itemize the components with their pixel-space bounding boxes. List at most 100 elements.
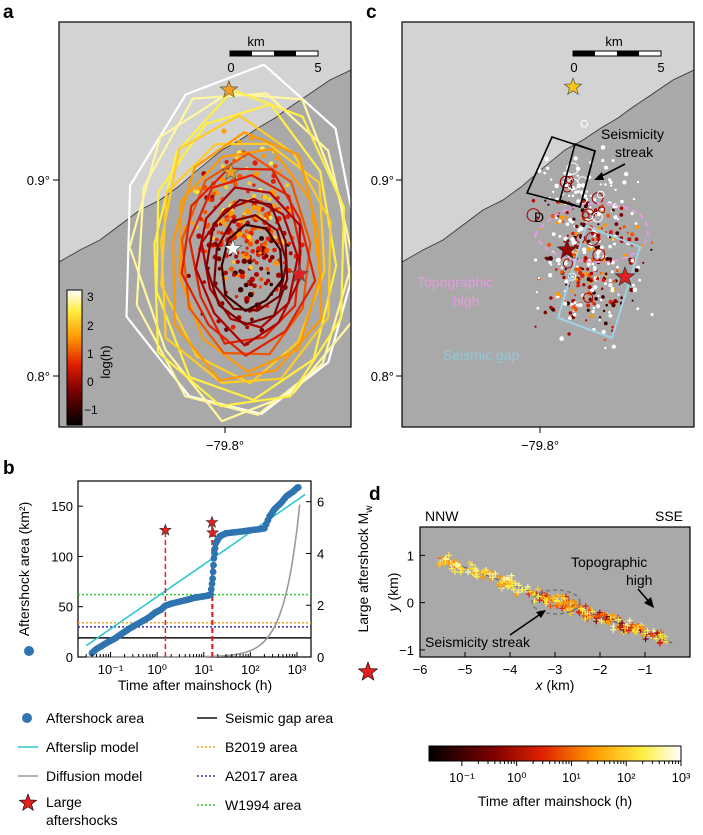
- aftershock-cross: [438, 554, 445, 561]
- aftershock-dot: [232, 260, 236, 264]
- aftershock-dot-c: [642, 261, 645, 264]
- aftershock-dot-c: [571, 194, 575, 198]
- aftershock-dot-c: [589, 224, 593, 228]
- aftershock-cross: [466, 565, 473, 572]
- aftershock-contour: [128, 92, 351, 423]
- aftershock-cross: [566, 604, 573, 611]
- seismic-gap-box: [556, 224, 642, 340]
- aftershock-dot-c: [580, 222, 583, 226]
- aftershock-dot-c: [551, 232, 556, 237]
- aftershock-dot-c: [544, 199, 547, 202]
- aftershock-dot-c: [543, 171, 546, 175]
- aftershock-dot-c: [562, 275, 566, 280]
- gap-label: Seismic gap: [443, 347, 519, 363]
- aftershock-dot-c: [590, 277, 593, 280]
- aftershock-dot-c: [574, 232, 578, 236]
- aftershock-dot-c: [578, 226, 584, 232]
- aftershock-dot-c: [630, 211, 634, 216]
- aftershock-dot-c: [573, 156, 578, 161]
- aftershock-dot-c: [594, 208, 598, 212]
- aftershock-contour: [180, 167, 317, 358]
- aftershock-dot-c: [579, 277, 582, 280]
- aftershock-dot-c: [586, 308, 590, 312]
- panel-c-map: 0.9° 0.8° −79.8° km 0 5 Seismicity strea…: [371, 21, 695, 453]
- cbar-a-tick-1: 2: [87, 319, 94, 333]
- aftershock-dot-c: [609, 259, 612, 263]
- aftershock-dot: [203, 210, 208, 215]
- aftershock-dot-c: [577, 284, 581, 287]
- aftershock-cross: [626, 617, 633, 624]
- xtick-label-c-0: −79.8°: [521, 438, 559, 453]
- magnitude-circle: [585, 231, 600, 246]
- aftershock-cross: [482, 569, 489, 576]
- xtick-label-d: −4: [503, 662, 518, 677]
- aftershock-dot: [256, 209, 261, 214]
- aftershock-dot: [243, 282, 249, 288]
- aftershock-dot: [196, 185, 201, 191]
- xlabel-d: x (km): [535, 677, 575, 693]
- ylabel-right-b: Large aftershock Mw: [355, 505, 375, 633]
- aftershock-dot-c: [571, 253, 576, 257]
- aftershock-dot-c: [600, 227, 603, 230]
- cbar-d-tick-label: 10⁻¹: [449, 770, 475, 785]
- large-aftershock-star: [205, 515, 219, 528]
- panel-label-b: b: [3, 458, 15, 479]
- aftershock-dot-c: [623, 253, 628, 257]
- aftershock-dot-c: [556, 257, 561, 263]
- aftershock-dot-c: [608, 278, 612, 283]
- area-point: [208, 580, 216, 588]
- scalebar-c: km 0 5: [570, 34, 664, 75]
- aftershock-dot: [278, 169, 283, 173]
- stars-c: [556, 77, 636, 286]
- aftershock-dot-c: [618, 227, 622, 230]
- aftershock-dot-c: [586, 246, 591, 252]
- aftershock-dot-c: [598, 258, 601, 261]
- aftershock-dot-c: [537, 276, 541, 280]
- aftershock-dot: [244, 299, 249, 304]
- aftershock-dot: [252, 160, 258, 166]
- aftershock-dot: [207, 222, 211, 227]
- aftershock-cross: [453, 562, 460, 569]
- aftershock-dot-c: [550, 213, 556, 219]
- aftershock-dot-c: [629, 287, 634, 293]
- aftershock-dot: [217, 266, 222, 271]
- magnitude-circle: [562, 258, 574, 269]
- magnitude-circle: [579, 197, 587, 205]
- aftershock-dot-c: [598, 316, 602, 319]
- aftershock-dot-c: [610, 270, 614, 274]
- aftershock-cross: [547, 603, 554, 610]
- aftershock-dot-c: [574, 294, 577, 297]
- aftershock-dot: [196, 233, 202, 239]
- aftershock-dot-c: [567, 194, 571, 197]
- aftershock-dot: [244, 239, 249, 244]
- aftershock-dot: [259, 277, 264, 282]
- aftershock-dot-c: [601, 329, 606, 334]
- aftershock-dot-c: [611, 159, 615, 163]
- aftershock-dot: [251, 204, 257, 211]
- scalebar-zero-a: 0: [227, 60, 234, 75]
- aftershock-dot-c: [630, 232, 635, 237]
- aftershock-dot: [270, 254, 275, 260]
- ytick-label-c-1: 0.8°: [371, 369, 394, 384]
- scalebar-unit-c: km: [605, 34, 622, 49]
- aftershock-dot-c: [597, 294, 600, 297]
- aftershock-cross: [445, 552, 452, 559]
- aftershock-dot: [202, 280, 206, 284]
- aftershock-dot-c: [560, 270, 564, 275]
- aftershock-dot-c: [589, 194, 592, 197]
- aftershock-dot-c: [591, 309, 595, 314]
- area-point: [210, 555, 218, 562]
- aftershock-dot-c: [596, 251, 600, 256]
- scalebar-a: km 0 5: [227, 34, 321, 75]
- panel-label-d: d: [369, 484, 381, 505]
- aftershock-dot-c: [576, 199, 580, 203]
- aftershock-dot: [214, 237, 219, 242]
- aftershock-dot-c: [565, 211, 569, 215]
- ytick-label-c-0: 0.9°: [371, 173, 394, 188]
- aftershock-dot: [249, 276, 255, 283]
- aftershock-dot-c: [582, 283, 586, 287]
- xtick-label-b: 10³: [288, 662, 307, 677]
- aftershock-cross: [457, 569, 464, 576]
- aftershock-dot: [220, 231, 224, 235]
- aftershock-dot: [222, 223, 227, 227]
